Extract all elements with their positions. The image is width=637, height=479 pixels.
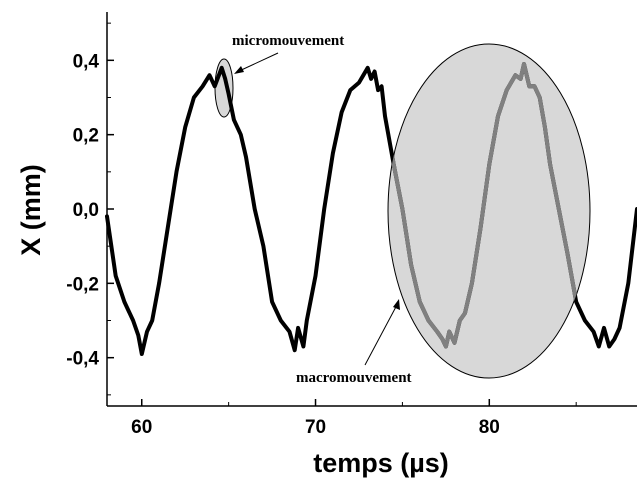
x-axis-ticks: 60 70 80 bbox=[131, 399, 577, 438]
y-axis-title: X (mm) bbox=[16, 164, 46, 256]
micromouvement-label: micromouvement bbox=[232, 33, 344, 49]
x-tick-label: 60 bbox=[131, 417, 152, 438]
micromouvement-arrowhead bbox=[234, 66, 244, 74]
y-tick-label: 0,4 bbox=[73, 51, 100, 72]
y-axis-ticks: -0,4 -0,2 0,0 0,2 0,4 bbox=[66, 22, 114, 396]
macromouvement-arrowhead bbox=[393, 299, 400, 310]
macromouvement-label: macromouvement bbox=[296, 370, 412, 386]
x-tick-label: 70 bbox=[305, 417, 326, 438]
micromouvement-arrow bbox=[236, 52, 279, 73]
x-tick-label: 80 bbox=[479, 417, 500, 438]
x-axis-title: temps (µs) bbox=[313, 448, 449, 478]
series-line-highlight bbox=[388, 62, 590, 356]
y-tick-label: -0,2 bbox=[66, 274, 99, 295]
macromouvement-ellipse bbox=[387, 43, 591, 379]
macromouvement-arrow bbox=[364, 302, 399, 366]
y-tick-label: 0,2 bbox=[73, 126, 99, 147]
y-tick-label: 0,0 bbox=[73, 200, 99, 221]
y-tick-label: -0,4 bbox=[66, 349, 99, 370]
